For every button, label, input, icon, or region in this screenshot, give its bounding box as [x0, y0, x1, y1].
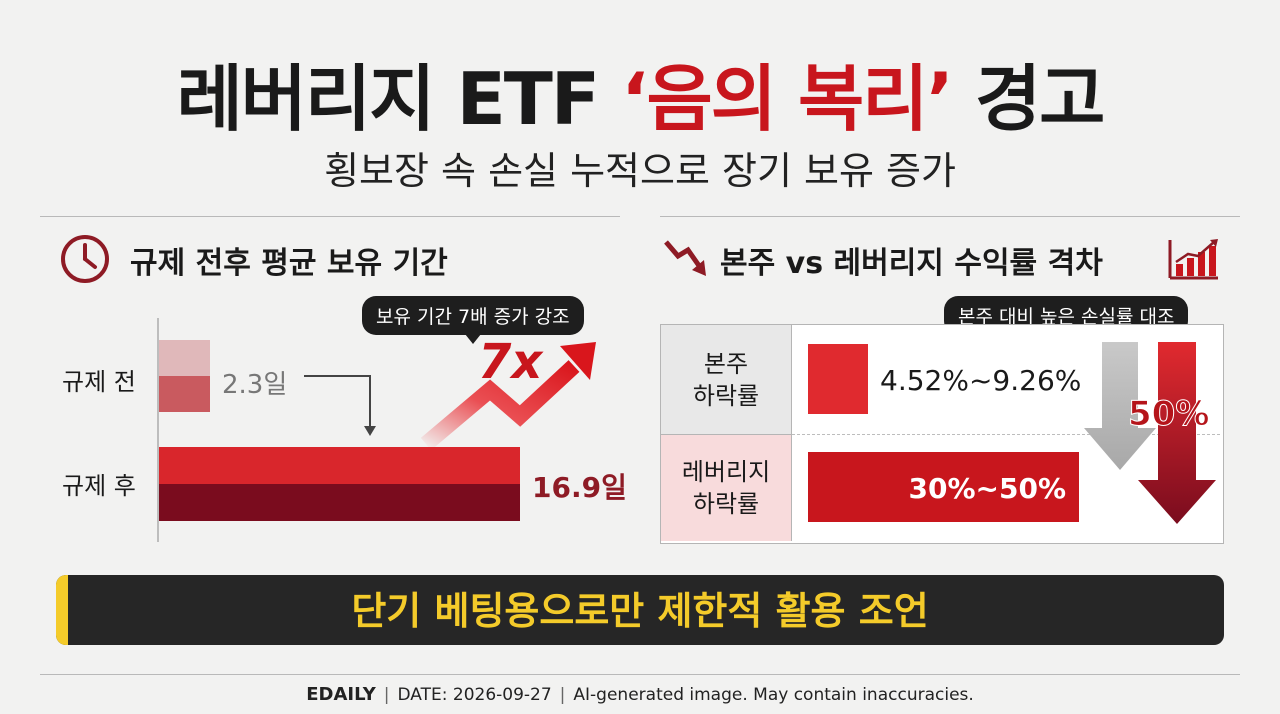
rising-arrow-icon	[420, 342, 596, 448]
value-after: 16.9일	[532, 471, 627, 504]
banner-text: 단기 베팅용으로만 제한적 활용 조언	[351, 589, 929, 633]
footer-date: DATE: 2026-09-27	[397, 685, 552, 705]
label-leverage-line1: 레버리지	[681, 458, 771, 486]
value-leverage-decline: 30%~50%	[908, 472, 1067, 505]
right-divider	[660, 216, 1240, 217]
footer-brand: EDAILY	[306, 684, 376, 705]
clock-icon	[58, 232, 112, 286]
highlight-50-percent: 50%	[1127, 394, 1210, 435]
bar-before	[159, 340, 210, 412]
table-row-divider	[661, 434, 791, 435]
bar-after	[159, 447, 520, 521]
subtitle: 횡보장 속 손실 누적으로 장기 보유 증가	[324, 149, 956, 193]
table-column-divider	[791, 325, 792, 541]
table-row-dashed-divider	[792, 434, 1220, 435]
footer-separator-2: |	[559, 685, 566, 705]
label-stock-line1: 본주	[703, 349, 749, 378]
left-callout-bubble: 보유 기간 7배 증가 강조	[362, 296, 584, 344]
advice-banner: 단기 베팅용으로만 제한적 활용 조언	[56, 575, 1224, 645]
row-label-before: 규제 전	[62, 368, 136, 396]
connector-arrow	[304, 375, 376, 436]
banner-accent-stripe	[56, 575, 68, 645]
bar-leverage-decline	[808, 452, 1079, 522]
downtrend-arrow-icon	[664, 240, 706, 276]
down-arrows-icon	[1084, 342, 1216, 524]
title-part-1: 레버리지 ETF	[176, 57, 622, 141]
right-section-title: 본주 vs 레버리지 수익률 격차	[720, 246, 1103, 281]
left-divider	[40, 216, 620, 217]
value-before: 2.3일	[222, 370, 288, 400]
left-chart-axis	[157, 318, 159, 542]
left-section-title: 규제 전후 평균 보유 기간	[130, 246, 448, 281]
footer-separator-1: |	[383, 685, 390, 705]
bar-chart-icon	[1168, 239, 1218, 280]
value-stock-decline: 4.52%~9.26%	[880, 364, 1082, 397]
multiplier-label: 7x	[478, 334, 543, 390]
footer-divider	[40, 674, 1240, 675]
title-highlight: ‘음의 복리’	[621, 57, 954, 141]
footer-disclaimer: AI-generated image. May contain inaccura…	[573, 685, 974, 705]
label-stock-line2: 하락률	[692, 381, 760, 410]
main-title: 레버리지 ETF ‘음의 복리’ 경고	[0, 40, 1280, 145]
title-part-2: 경고	[951, 57, 1105, 141]
footer: EDAILY | DATE: 2026-09-27 | AI-generated ima…	[0, 684, 1280, 705]
row-label-after: 규제 후	[62, 472, 136, 500]
bar-stock-decline	[808, 344, 868, 414]
label-leverage-line2: 하락률	[692, 490, 760, 518]
